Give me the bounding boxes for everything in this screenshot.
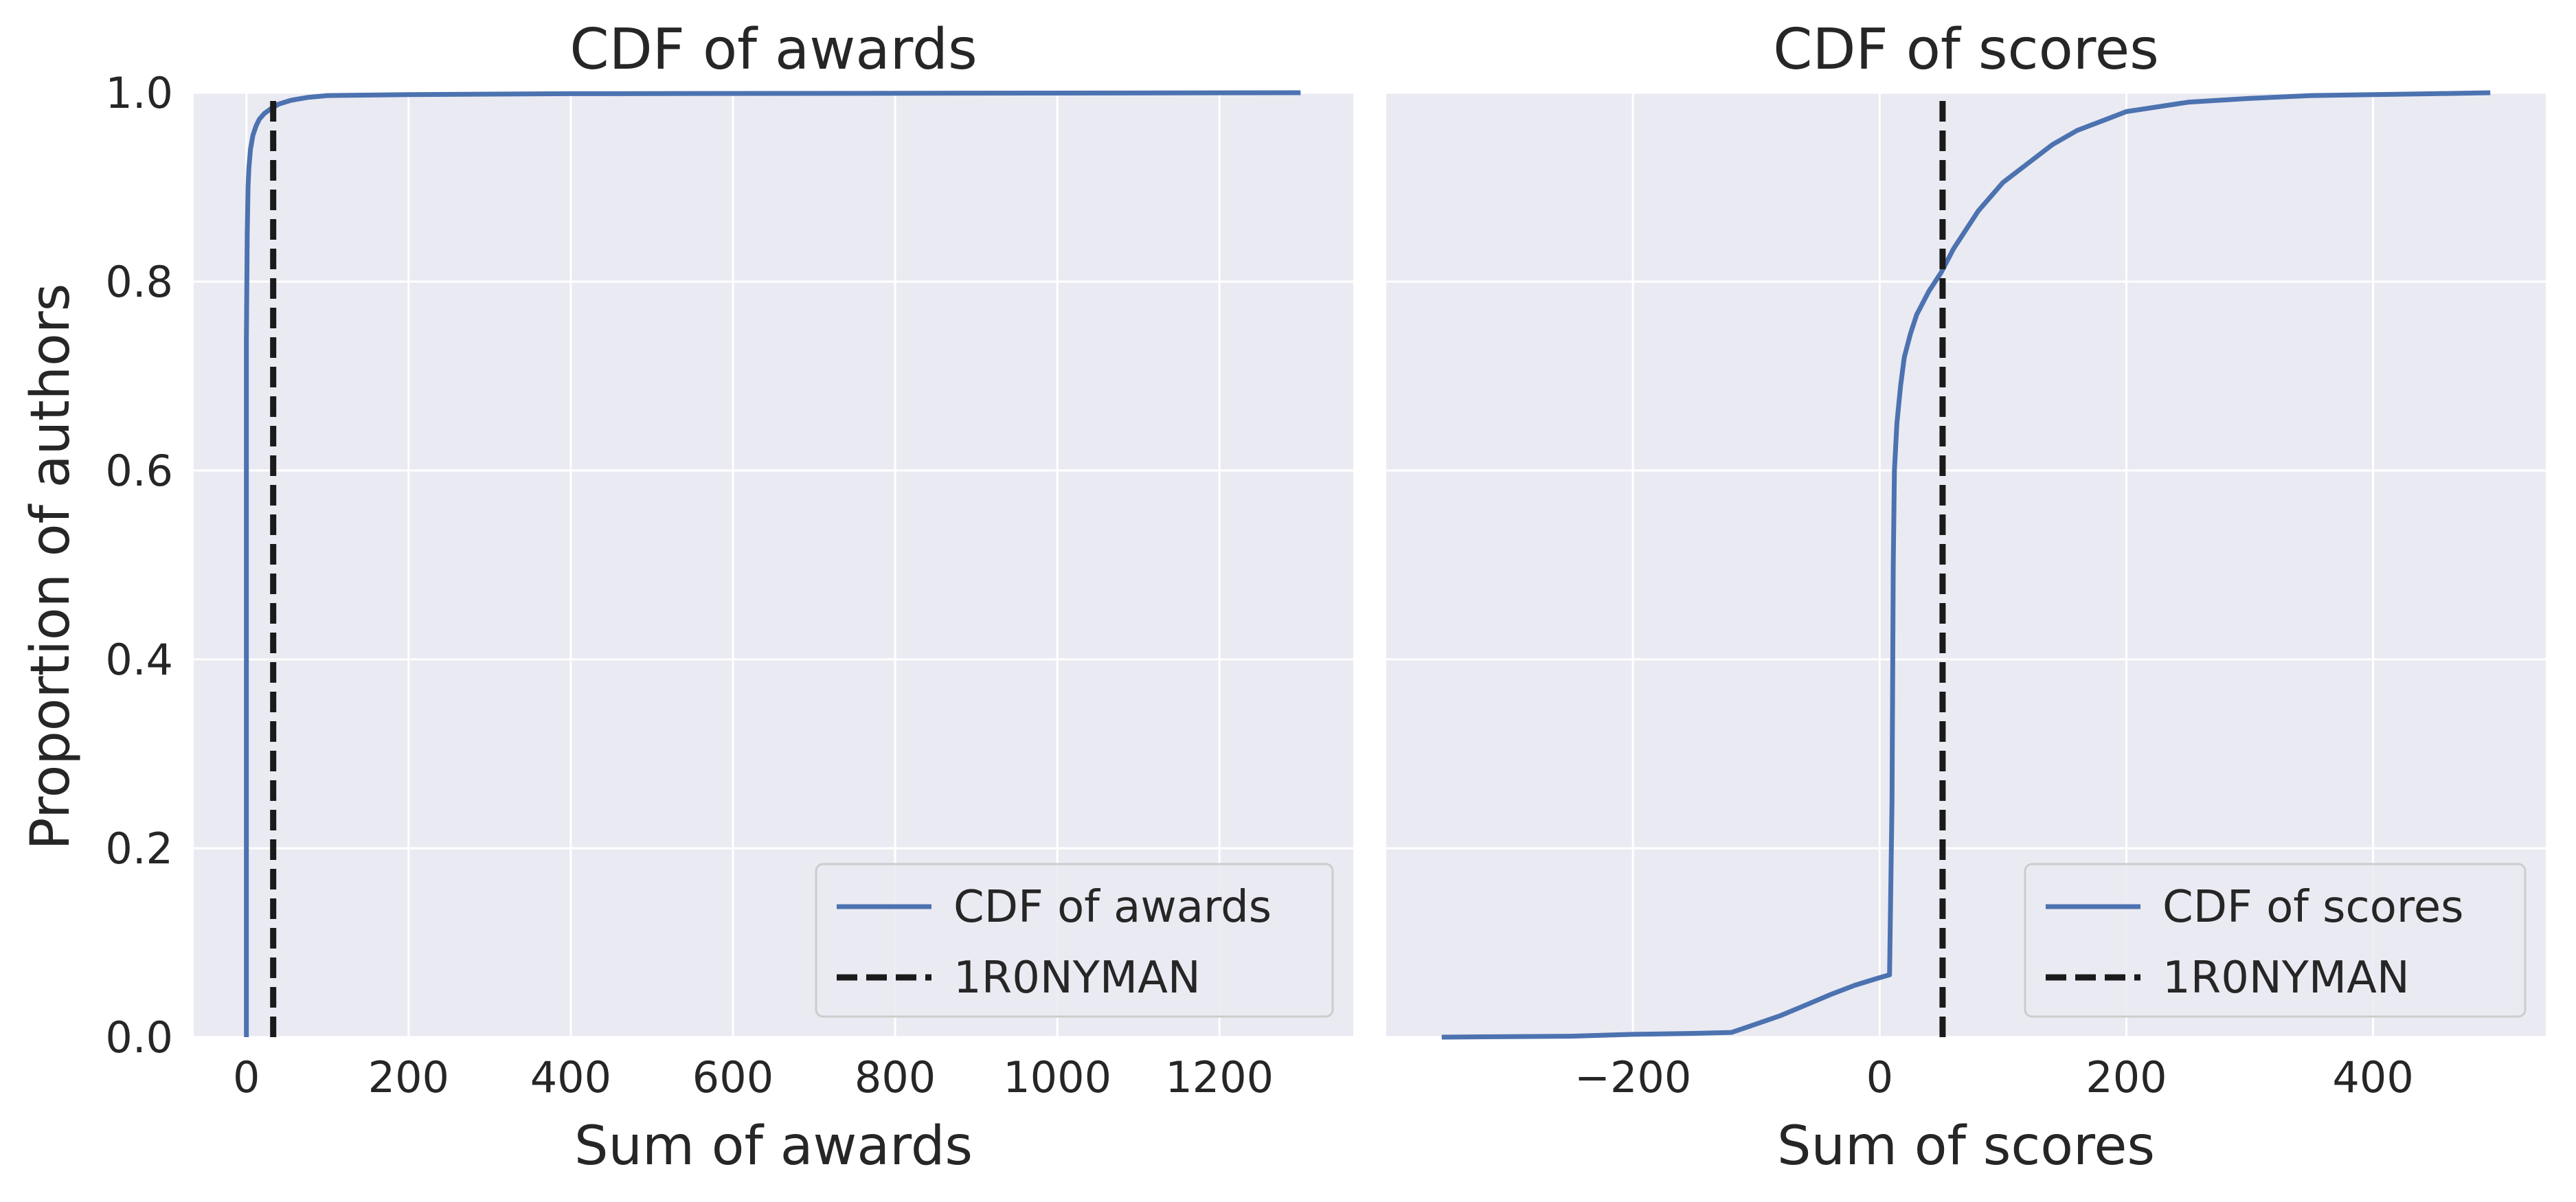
awards-legend-box	[815, 863, 1334, 1018]
awards-x-tick-label: 1200	[1165, 1052, 1274, 1102]
awards-y-tick-label: 0.2	[105, 824, 173, 874]
awards-cdf-panel: 0 200 400 600 800 1000 12000.00.20.40.60.81.0 …	[105, 17, 1353, 1177]
awards-y-tick-label: 0.8	[105, 257, 173, 307]
scores-cdf-line	[1441, 90, 2491, 1040]
awards-ticks: 0 200 400 600 800 1000 1200 0.0 0.2 0.4 0.6 0.8 1.0	[105, 68, 1274, 1102]
scores-x-tick-label: −200	[1574, 1052, 1691, 1102]
shared-y-axis-label: Proportion of authors	[20, 284, 82, 850]
awards-chart-title: CDF of awards	[569, 17, 977, 82]
awards-cdf-line	[244, 90, 1301, 1037]
awards-x-tick-label: 0	[233, 1052, 260, 1102]
awards-x-tick-label: 1000	[1003, 1052, 1111, 1102]
scores-legend-label: CDF of scores	[2162, 882, 2463, 933]
scores-x-tick-label: 200	[2086, 1052, 2167, 1102]
awards-y-tick-label: 0.4	[105, 635, 173, 685]
awards-x-tick-label: 400	[530, 1052, 611, 1102]
awards-marks	[244, 90, 1301, 1037]
scores-legend: CDF of scores 1R0NYMAN	[2024, 863, 2527, 1018]
awards-x-tick-label: 800	[855, 1052, 936, 1102]
scores-cdf-panel: −200 0 200 400 CDF of scores Sum of scores …	[1386, 17, 2546, 1177]
scores-marks	[1441, 90, 2491, 1040]
awards-x-tick-label: 600	[692, 1052, 773, 1102]
scores-legend-box	[2024, 863, 2527, 1018]
awards-legend: CDF of awards 1R0NYMAN	[815, 863, 1334, 1018]
awards-x-tick-label: 200	[368, 1052, 449, 1102]
awards-y-tick-label: 0.0	[105, 1012, 173, 1063]
awards-y-tick-label: 1.0	[105, 68, 173, 118]
scores-legend-label: 1R0NYMAN	[2162, 953, 2410, 1003]
scores-x-axis-label: Sum of scores	[1777, 1115, 2155, 1177]
scores-x-tick-label: 0	[1866, 1052, 1893, 1102]
awards-y-tick-label: 0.6	[105, 446, 173, 496]
awards-legend-label: CDF of awards	[953, 882, 1272, 933]
scores-x-tick-label: 400	[2332, 1052, 2413, 1102]
scores-chart-title: CDF of scores	[1773, 17, 2159, 82]
scores-ticks: −200 0 200 400	[1574, 1052, 2414, 1102]
awards-legend-label: 1R0NYMAN	[953, 953, 1201, 1003]
awards-grid	[194, 91, 1353, 1039]
awards-x-axis-label: Sum of awards	[574, 1115, 973, 1177]
